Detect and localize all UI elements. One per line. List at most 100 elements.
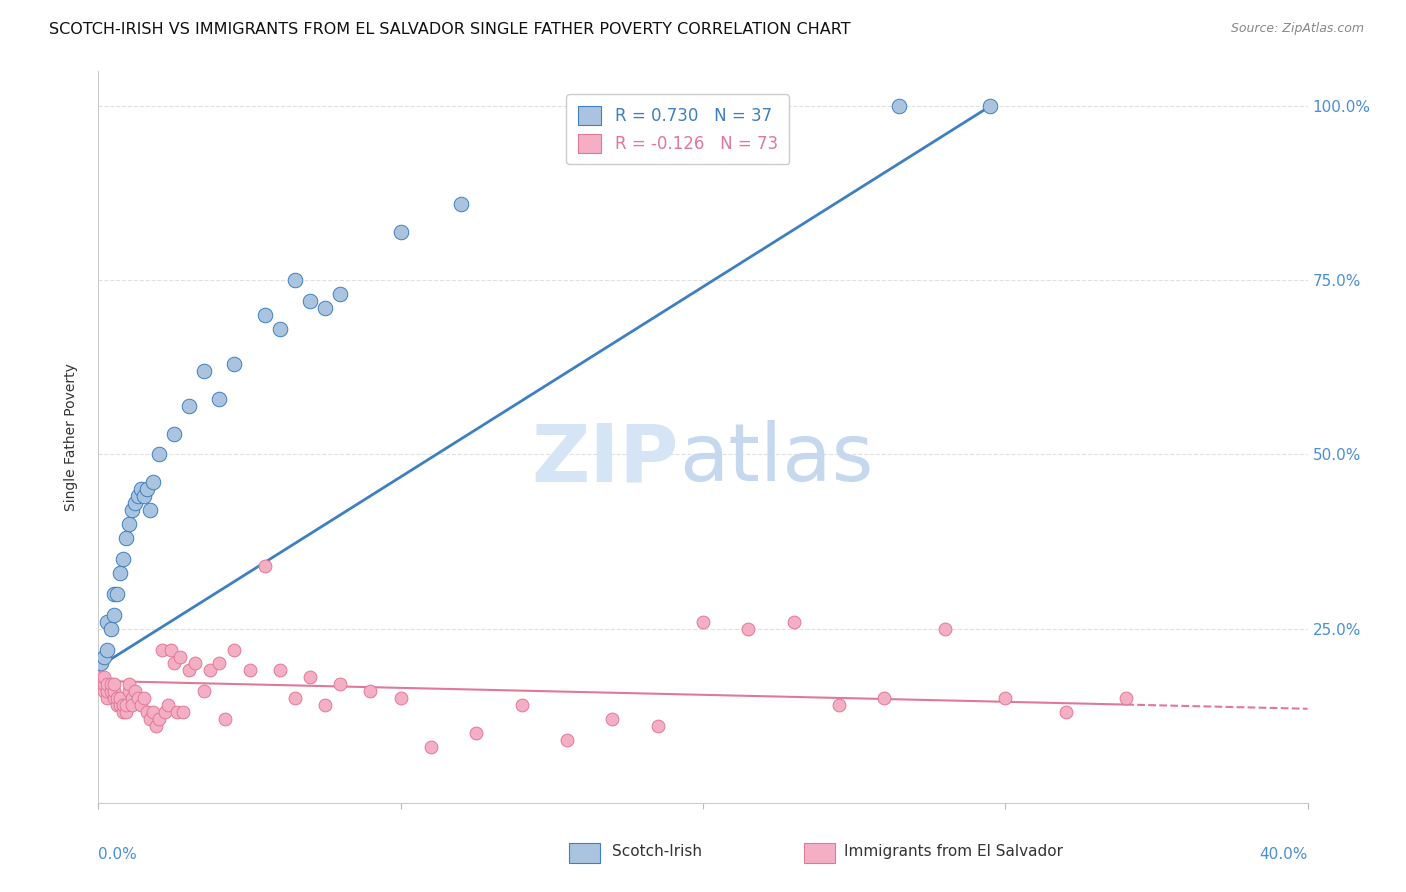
- Immigrants from El Salvador: [93, 670, 115, 684]
- Scotch-Irish: [284, 273, 307, 287]
- Immigrants from El Salvador: [737, 622, 759, 636]
- Immigrants from El Salvador: [105, 691, 128, 706]
- Immigrants from El Salvador: [692, 615, 714, 629]
- Scotch-Irish: [96, 642, 118, 657]
- Scotch-Irish: [118, 517, 141, 532]
- Immigrants from El Salvador: [111, 705, 134, 719]
- Immigrants from El Salvador: [139, 712, 162, 726]
- Immigrants from El Salvador: [135, 705, 157, 719]
- Scotch-Irish: [103, 587, 125, 601]
- Y-axis label: Single Father Poverty: Single Father Poverty: [63, 363, 77, 511]
- Immigrants from El Salvador: [100, 684, 122, 698]
- Immigrants from El Salvador: [602, 712, 624, 726]
- Immigrants from El Salvador: [783, 615, 806, 629]
- Immigrants from El Salvador: [994, 691, 1017, 706]
- Immigrants from El Salvador: [93, 684, 115, 698]
- Immigrants from El Salvador: [284, 691, 307, 706]
- Immigrants from El Salvador: [132, 691, 155, 706]
- Scotch-Irish: [193, 364, 215, 378]
- Immigrants from El Salvador: [420, 740, 443, 755]
- Immigrants from El Salvador: [163, 657, 186, 671]
- Immigrants from El Salvador: [214, 712, 236, 726]
- Immigrants from El Salvador: [96, 677, 118, 691]
- Scotch-Irish: [124, 496, 146, 510]
- Scotch-Irish: [692, 134, 714, 148]
- Immigrants from El Salvador: [150, 642, 173, 657]
- Immigrants from El Salvador: [193, 684, 215, 698]
- Legend: R = 0.730   N = 37, R = -0.126   N = 73: R = 0.730 N = 37, R = -0.126 N = 73: [567, 95, 789, 164]
- Scotch-Irish: [93, 649, 115, 664]
- Immigrants from El Salvador: [118, 677, 141, 691]
- Scotch-Irish: [163, 426, 186, 441]
- Immigrants from El Salvador: [239, 664, 262, 678]
- Immigrants from El Salvador: [118, 684, 141, 698]
- Immigrants from El Salvador: [934, 622, 956, 636]
- Scotch-Irish: [111, 552, 134, 566]
- Immigrants from El Salvador: [156, 698, 179, 713]
- Immigrants from El Salvador: [329, 677, 352, 691]
- Immigrants from El Salvador: [90, 670, 112, 684]
- Scotch-Irish: [139, 503, 162, 517]
- Immigrants from El Salvador: [169, 649, 191, 664]
- Immigrants from El Salvador: [121, 691, 143, 706]
- Immigrants from El Salvador: [360, 684, 382, 698]
- Immigrants from El Salvador: [555, 733, 578, 747]
- Immigrants from El Salvador: [179, 664, 201, 678]
- Immigrants from El Salvador: [124, 684, 146, 698]
- Immigrants from El Salvador: [111, 698, 134, 713]
- Immigrants from El Salvador: [145, 719, 167, 733]
- Immigrants from El Salvador: [105, 698, 128, 713]
- Scotch-Irish: [389, 225, 412, 239]
- Immigrants from El Salvador: [465, 726, 488, 740]
- Scotch-Irish: [135, 483, 157, 497]
- Immigrants from El Salvador: [93, 677, 115, 691]
- Text: SCOTCH-IRISH VS IMMIGRANTS FROM EL SALVADOR SINGLE FATHER POVERTY CORRELATION CH: SCOTCH-IRISH VS IMMIGRANTS FROM EL SALVA…: [49, 22, 851, 37]
- Scotch-Irish: [148, 448, 170, 462]
- Immigrants from El Salvador: [103, 677, 125, 691]
- Scotch-Irish: [100, 622, 122, 636]
- Immigrants from El Salvador: [114, 705, 136, 719]
- Immigrants from El Salvador: [103, 684, 125, 698]
- Immigrants from El Salvador: [142, 705, 165, 719]
- Scotch-Irish: [269, 322, 291, 336]
- Immigrants from El Salvador: [200, 664, 222, 678]
- Immigrants from El Salvador: [1054, 705, 1077, 719]
- Immigrants from El Salvador: [314, 698, 336, 713]
- Scotch-Irish: [889, 99, 911, 113]
- Immigrants from El Salvador: [90, 677, 112, 691]
- Scotch-Irish: [108, 566, 131, 580]
- Immigrants from El Salvador: [828, 698, 851, 713]
- Immigrants from El Salvador: [224, 642, 246, 657]
- Scotch-Irish: [132, 489, 155, 503]
- Immigrants from El Salvador: [172, 705, 194, 719]
- Immigrants from El Salvador: [108, 691, 131, 706]
- Scotch-Irish: [179, 399, 201, 413]
- Text: ZIP: ZIP: [531, 420, 679, 498]
- Immigrants from El Salvador: [121, 698, 143, 713]
- Immigrants from El Salvador: [208, 657, 231, 671]
- Text: Immigrants from El Salvador: Immigrants from El Salvador: [844, 845, 1063, 859]
- Scotch-Irish: [208, 392, 231, 406]
- Scotch-Irish: [299, 294, 322, 309]
- Text: Source: ZipAtlas.com: Source: ZipAtlas.com: [1230, 22, 1364, 36]
- Immigrants from El Salvador: [129, 698, 152, 713]
- Text: 40.0%: 40.0%: [1260, 847, 1308, 862]
- Scotch-Irish: [129, 483, 152, 497]
- Text: atlas: atlas: [679, 420, 873, 498]
- Scotch-Irish: [253, 308, 276, 322]
- Scotch-Irish: [450, 196, 472, 211]
- Immigrants from El Salvador: [148, 712, 170, 726]
- Immigrants from El Salvador: [108, 698, 131, 713]
- Immigrants from El Salvador: [96, 684, 118, 698]
- Text: 0.0%: 0.0%: [98, 847, 138, 862]
- Immigrants from El Salvador: [1115, 691, 1137, 706]
- Text: Scotch-Irish: Scotch-Irish: [612, 845, 702, 859]
- Immigrants from El Salvador: [153, 705, 176, 719]
- Scotch-Irish: [114, 531, 136, 545]
- Immigrants from El Salvador: [166, 705, 188, 719]
- Immigrants from El Salvador: [510, 698, 533, 713]
- Scotch-Irish: [314, 301, 336, 316]
- Immigrants from El Salvador: [127, 691, 149, 706]
- Immigrants from El Salvador: [103, 691, 125, 706]
- Immigrants from El Salvador: [253, 558, 276, 573]
